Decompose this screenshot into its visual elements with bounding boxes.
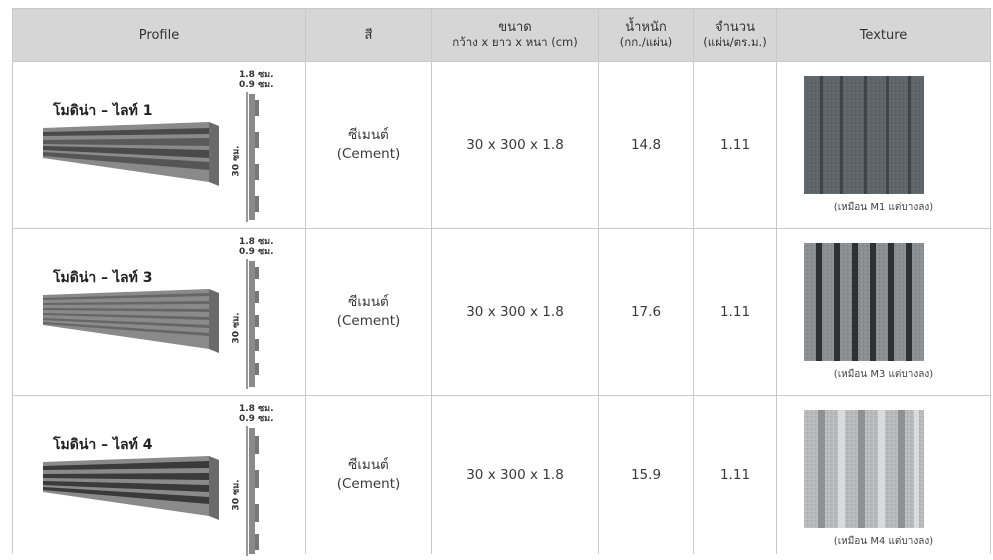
dim-outer: 1.8 ซม. — [239, 404, 274, 414]
height-label: 30 ซม. — [231, 145, 242, 177]
qty-cell: 1.11 — [693, 395, 777, 554]
dim-inner: 0.9 ซม. — [239, 80, 274, 90]
color-cell: ซีเมนต์ (Cement) — [305, 228, 432, 396]
texture-swatch — [804, 410, 924, 528]
weight-cell: 14.8 — [598, 61, 694, 229]
profile-cell: โมดิน่า – ไลท์ 3 1.8 ซม. — [12, 228, 306, 396]
cross-section-drawing — [246, 426, 259, 556]
header-qty-sub: (แผ่น/ตร.ม.) — [703, 35, 767, 49]
weight-cell: 17.6 — [598, 228, 694, 396]
table-row: โมดิน่า – ไลท์ 4 1.8 ซม. 0.9 ซม. — [12, 395, 991, 556]
size-cell: 30 x 300 x 1.8 — [431, 61, 599, 229]
cross-section-drawing — [246, 259, 259, 389]
color-thai: ซีเมนต์ — [348, 457, 389, 473]
color-english: (Cement) — [336, 146, 401, 162]
texture-cell: (เหมือน M4 แต่บางลง) — [776, 395, 991, 554]
texture-caption: (เหมือน M4 แต่บางลง) — [833, 536, 934, 547]
dim-outer: 1.8 ซม. — [239, 237, 274, 247]
color-cell: ซีเมนต์ (Cement) — [305, 395, 432, 554]
profile-name: โมดิน่า – ไลท์ 1 — [53, 103, 153, 119]
dim-inner: 0.9 ซม. — [239, 247, 274, 257]
header-qty-title: จำนวน — [715, 20, 755, 35]
texture-cell: (เหมือน M1 แต่บางลง) — [776, 61, 991, 229]
header-color: สี — [305, 8, 432, 62]
dim-outer: 1.8 ซม. — [239, 70, 274, 80]
spec-table: Profile สี ขนาด กว้าง x ยาว x หนา (cm) น… — [12, 8, 991, 556]
panel-illustration — [43, 122, 219, 186]
header-size-title: ขนาด — [498, 20, 532, 35]
color-english: (Cement) — [336, 476, 401, 492]
dim-inner: 0.9 ซม. — [239, 414, 274, 424]
header-weight-title: น้ำหนัก — [625, 20, 667, 35]
header-texture: Texture — [776, 8, 991, 62]
header-size: ขนาด กว้าง x ยาว x หนา (cm) — [431, 8, 599, 62]
texture-cell: (เหมือน M3 แต่บางลง) — [776, 228, 991, 396]
height-label: 30 ซม. — [231, 479, 242, 511]
texture-swatch — [804, 243, 924, 361]
header-weight-sub: (กก./แผ่น) — [619, 35, 673, 49]
texture-caption: (เหมือน M3 แต่บางลง) — [833, 369, 934, 380]
weight-cell: 15.9 — [598, 395, 694, 554]
header-size-sub: กว้าง x ยาว x หนา (cm) — [452, 35, 578, 49]
texture-caption: (เหมือน M1 แต่บางลง) — [833, 202, 934, 213]
table-row: โมดิน่า – ไลท์ 1 1.8 ซม. 0.9 ซม. — [12, 61, 991, 229]
profile-name: โมดิน่า – ไลท์ 4 — [53, 437, 153, 453]
texture-swatch — [804, 76, 924, 194]
profile-name: โมดิน่า – ไลท์ 3 — [53, 270, 153, 286]
dimension-labels: 1.8 ซม. 0.9 ซม. — [239, 404, 274, 424]
panel-illustration — [43, 289, 219, 353]
panel-illustration — [43, 456, 219, 520]
header-qty: จำนวน (แผ่น/ตร.ม.) — [693, 8, 777, 62]
dimension-labels: 1.8 ซม. 0.9 ซม. — [239, 70, 274, 90]
qty-cell: 1.11 — [693, 61, 777, 229]
size-cell: 30 x 300 x 1.8 — [431, 228, 599, 396]
dimension-labels: 1.8 ซม. 0.9 ซม. — [239, 237, 274, 257]
color-thai: ซีเมนต์ — [348, 127, 389, 143]
table-row: โมดิน่า – ไลท์ 3 1.8 ซม. — [12, 228, 991, 396]
cross-section-drawing — [246, 92, 259, 222]
profile-cell: โมดิน่า – ไลท์ 1 1.8 ซม. 0.9 ซม. — [12, 61, 306, 229]
color-cell: ซีเมนต์ (Cement) — [305, 61, 432, 229]
color-thai: ซีเมนต์ — [348, 294, 389, 310]
header-weight: น้ำหนัก (กก./แผ่น) — [598, 8, 694, 62]
header-profile: Profile — [12, 8, 306, 62]
qty-cell: 1.11 — [693, 228, 777, 396]
size-cell: 30 x 300 x 1.8 — [431, 395, 599, 554]
profile-cell: โมดิน่า – ไลท์ 4 1.8 ซม. 0.9 ซม. — [12, 395, 306, 556]
height-label: 30 ซม. — [231, 312, 242, 344]
color-english: (Cement) — [336, 313, 401, 329]
header-row: Profile สี ขนาด กว้าง x ยาว x หนา (cm) น… — [12, 8, 991, 62]
